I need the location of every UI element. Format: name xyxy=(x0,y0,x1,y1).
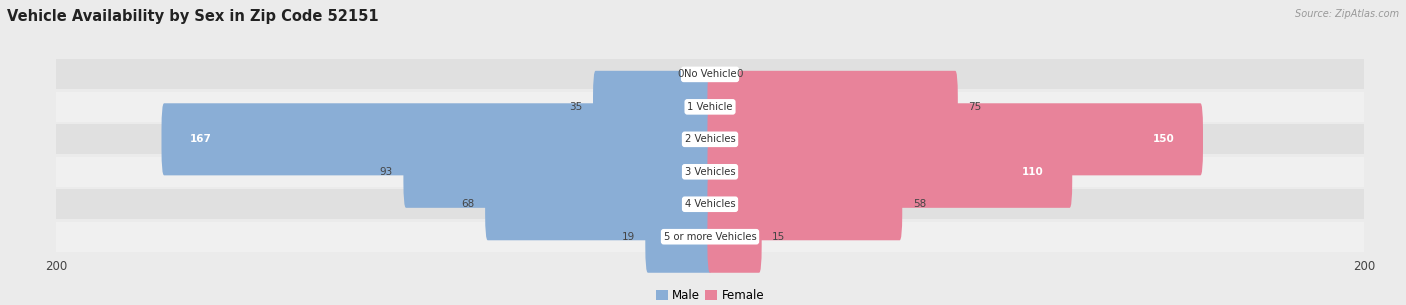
Text: 4 Vehicles: 4 Vehicles xyxy=(685,199,735,209)
FancyBboxPatch shape xyxy=(707,103,1204,175)
Text: 1 Vehicle: 1 Vehicle xyxy=(688,102,733,112)
FancyBboxPatch shape xyxy=(485,168,713,240)
FancyBboxPatch shape xyxy=(593,71,713,143)
Text: 110: 110 xyxy=(1022,167,1043,177)
Text: 0: 0 xyxy=(678,69,683,79)
FancyBboxPatch shape xyxy=(645,201,713,273)
Text: 5 or more Vehicles: 5 or more Vehicles xyxy=(664,232,756,242)
FancyBboxPatch shape xyxy=(162,103,713,175)
Text: 3 Vehicles: 3 Vehicles xyxy=(685,167,735,177)
Bar xyxy=(56,157,1364,187)
Text: 75: 75 xyxy=(969,102,981,112)
Text: 35: 35 xyxy=(569,102,582,112)
Text: Vehicle Availability by Sex in Zip Code 52151: Vehicle Availability by Sex in Zip Code … xyxy=(7,9,378,24)
FancyBboxPatch shape xyxy=(404,136,713,208)
Bar xyxy=(56,59,1364,89)
Text: 68: 68 xyxy=(461,199,475,209)
Bar xyxy=(56,189,1364,219)
FancyBboxPatch shape xyxy=(707,136,1073,208)
FancyBboxPatch shape xyxy=(707,168,903,240)
FancyBboxPatch shape xyxy=(707,201,762,273)
Text: 2 Vehicles: 2 Vehicles xyxy=(685,134,735,144)
Bar xyxy=(56,92,1364,122)
Text: 0: 0 xyxy=(737,69,742,79)
Bar xyxy=(56,222,1364,252)
Text: 15: 15 xyxy=(772,232,786,242)
Text: 19: 19 xyxy=(621,232,636,242)
Legend: Male, Female: Male, Female xyxy=(651,284,769,305)
Text: 58: 58 xyxy=(912,199,927,209)
FancyBboxPatch shape xyxy=(707,71,957,143)
Text: 150: 150 xyxy=(1153,134,1174,144)
Text: No Vehicle: No Vehicle xyxy=(683,69,737,79)
Bar xyxy=(56,124,1364,154)
Text: Source: ZipAtlas.com: Source: ZipAtlas.com xyxy=(1295,9,1399,19)
Text: 93: 93 xyxy=(380,167,392,177)
Text: 167: 167 xyxy=(190,134,212,144)
